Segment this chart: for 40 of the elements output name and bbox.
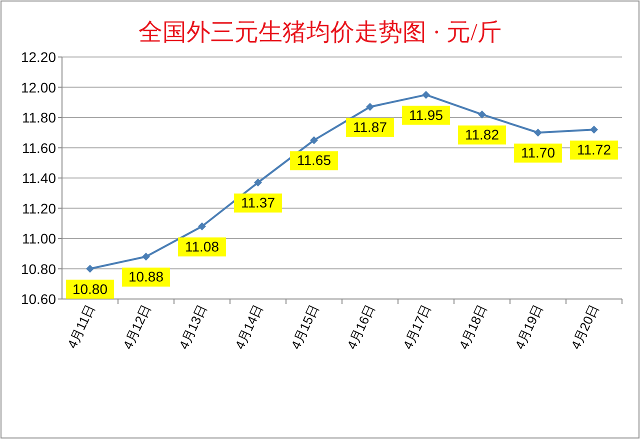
point <box>254 178 262 187</box>
x-tick-label: 4月17日 <box>400 302 434 352</box>
point <box>422 90 430 99</box>
point <box>310 136 318 144</box>
chart-title: 全国外三元生猪均价走势图 · 元/斤 <box>138 20 502 46</box>
data-label: 11.72 <box>577 142 612 158</box>
y-tick-label: 11.20 <box>22 200 56 216</box>
point <box>198 222 206 230</box>
data-label: 11.87 <box>353 118 388 135</box>
x-tick-label: 4月11日 <box>64 302 98 351</box>
point <box>142 252 150 261</box>
x-tick-label: 4月16日 <box>344 302 378 352</box>
x-tick-label: 4月18日 <box>456 302 490 352</box>
data-label: 11.65 <box>297 152 332 168</box>
y-tick-label: 11.60 <box>22 140 56 156</box>
x-tick-label: 4月20日 <box>568 302 602 352</box>
y-tick-label: 12.20 <box>20 49 56 65</box>
y-tick-label: 11.40 <box>22 170 56 186</box>
x-tick-label: 4月13日 <box>176 302 210 352</box>
point <box>86 264 94 273</box>
x-tick-label: 4月19日 <box>512 302 546 352</box>
data-label: 11.08 <box>185 238 220 254</box>
y-tick-label: 12.00 <box>20 79 56 96</box>
data-label: 11.70 <box>521 144 556 161</box>
point <box>478 110 486 118</box>
x-tick-label: 4月12日 <box>120 302 154 352</box>
x-tick-label: 4月15日 <box>288 302 322 352</box>
data-label: 10.88 <box>128 268 164 285</box>
data-label: 11.82 <box>465 126 500 142</box>
y-tick-label: 11.80 <box>22 110 56 126</box>
data-label: 10.80 <box>72 280 108 297</box>
data-label: 11.37 <box>241 194 276 211</box>
x-tick-label: 4月14日 <box>232 302 266 352</box>
point <box>534 128 542 137</box>
y-tick-label: 10.60 <box>20 291 56 307</box>
point <box>590 126 598 134</box>
point <box>366 102 374 111</box>
y-tick-label: 10.80 <box>20 260 56 277</box>
data-label: 11.95 <box>409 106 444 123</box>
y-tick-label: 11.00 <box>22 230 56 246</box>
